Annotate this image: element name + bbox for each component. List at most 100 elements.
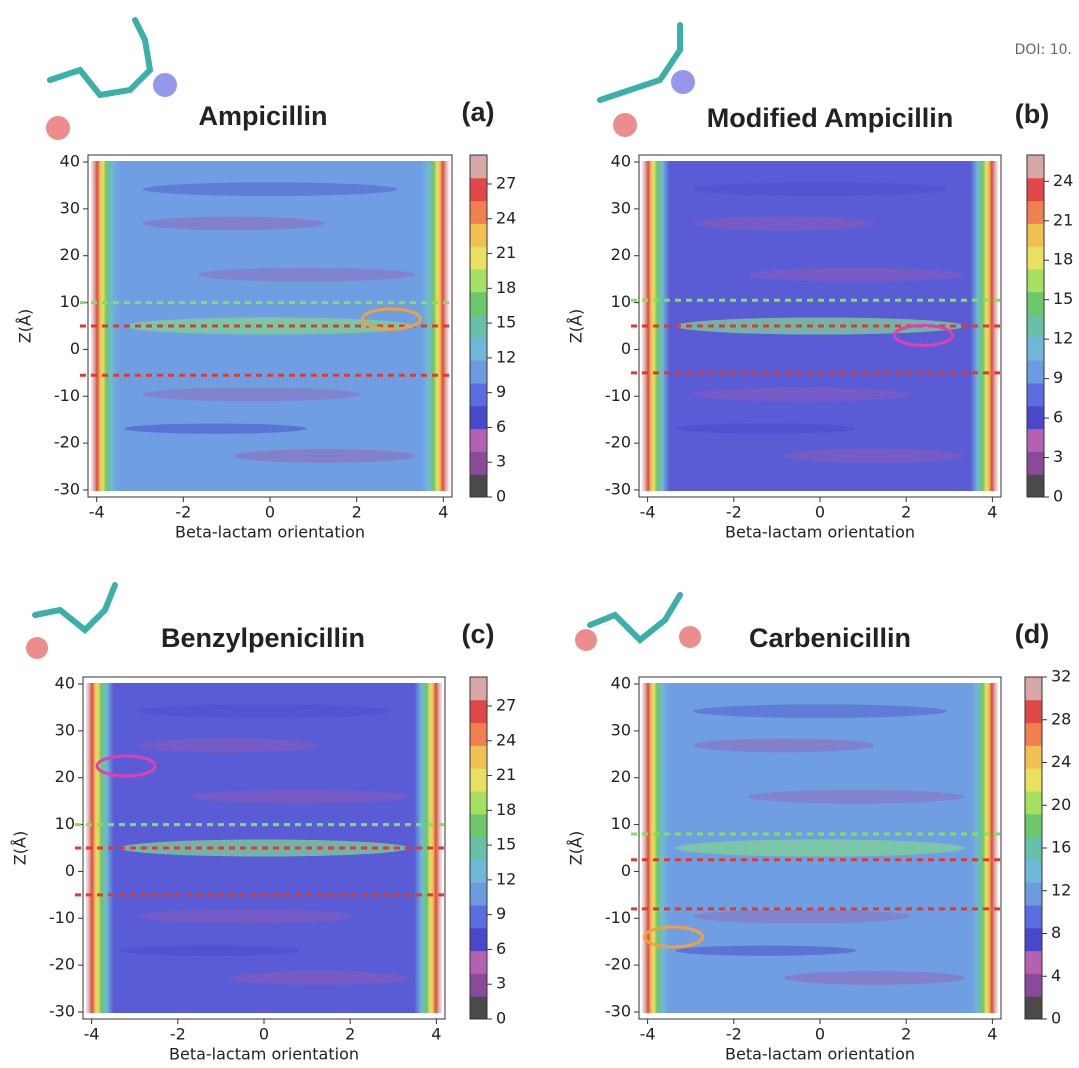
colorbar-segment <box>1027 406 1044 429</box>
contour-blob <box>143 217 325 231</box>
panel-label: (d) <box>1015 619 1049 649</box>
contour-blob <box>693 388 910 402</box>
colorbar-segment <box>1025 837 1042 860</box>
contour-blob <box>143 182 398 196</box>
colorbar-segment <box>470 178 487 201</box>
colorbar-tick-label: 12 <box>496 869 516 888</box>
x-axis-label: Beta-lactam orientation <box>725 523 915 542</box>
contour-blob <box>137 910 354 924</box>
contour-blob <box>197 268 415 282</box>
x-tick-label: 2 <box>352 503 362 522</box>
colorbar-tick-label: 4 <box>1051 966 1061 985</box>
colorbar-tick-label: 24 <box>1051 752 1071 771</box>
colorbar-segment <box>470 768 487 791</box>
colorbar-segment <box>470 973 487 996</box>
colorbar-tick-label: 0 <box>496 1009 506 1028</box>
colorbar-segment <box>470 383 487 406</box>
colorbar-tick-label: 15 <box>1053 289 1073 308</box>
x-tick-label: -4 <box>640 503 656 522</box>
colorbar-segment <box>470 905 487 928</box>
colorbar-segment <box>1027 383 1044 406</box>
x-tick-label: 0 <box>815 1025 825 1044</box>
colorbar-tick-label: 0 <box>496 487 506 506</box>
y-tick-label: 10 <box>55 814 75 833</box>
y-tick-label: 10 <box>611 814 631 833</box>
colorbar-segment <box>470 223 487 246</box>
colorbar-segment <box>1025 973 1042 996</box>
colorbar-tick-label: 21 <box>496 765 516 784</box>
colorbar-segment <box>470 451 487 474</box>
colorbar-segment <box>470 269 487 292</box>
contour-blob <box>119 945 300 955</box>
colorbar-segment <box>470 951 487 974</box>
colorbar-segment <box>470 791 487 814</box>
x-tick-label: 4 <box>438 503 448 522</box>
x-tick-label: 4 <box>987 503 997 522</box>
y-tick-label: 0 <box>70 339 80 358</box>
colorbar-tick-label: 3 <box>496 452 506 471</box>
colorbar-tick-label: 9 <box>1053 368 1063 387</box>
contour-blob <box>784 971 965 985</box>
colorbar-tick-label: 8 <box>1051 923 1061 942</box>
colorbar-tick-label: 3 <box>496 974 506 993</box>
colorbar-tick-label: 16 <box>1051 838 1071 857</box>
colorbar-segment <box>470 859 487 882</box>
colorbar-segment <box>470 315 487 338</box>
colorbar-segment <box>1027 269 1044 292</box>
colorbar-segment <box>1027 315 1044 338</box>
y-tick-label: 20 <box>60 245 80 264</box>
colorbar-segment <box>470 745 487 768</box>
contour-blob <box>143 388 361 402</box>
contour-blob <box>693 182 946 196</box>
y-tick-label: 0 <box>621 861 631 880</box>
contour-blob <box>693 704 946 718</box>
colorbar-segment <box>1027 337 1044 360</box>
y-tick-label: -20 <box>49 955 75 974</box>
colorbar-segment <box>1025 951 1042 974</box>
y-tick-label: -20 <box>54 433 80 452</box>
colorbar-segment <box>470 723 487 746</box>
contour-blob <box>234 449 416 463</box>
y-axis-label: Z(Å) <box>16 309 35 343</box>
y-tick-label: -30 <box>605 479 631 498</box>
x-tick-label: -4 <box>640 1025 656 1044</box>
colorbar-segment <box>1027 201 1044 224</box>
colorbar-segment <box>1025 723 1042 746</box>
y-tick-label: 40 <box>611 152 631 171</box>
y-tick-label: 20 <box>55 767 75 786</box>
x-tick-label: 0 <box>815 503 825 522</box>
contour-blob <box>748 268 965 282</box>
colorbar-tick-label: 6 <box>1053 408 1063 427</box>
y-axis-label: Z(Å) <box>567 309 586 343</box>
colorbar-segment <box>470 882 487 905</box>
colorbar-segment <box>470 201 487 224</box>
figure: DOI: 10. Ampicillin(a)-4-2024-30-20-1001… <box>0 0 1079 1068</box>
colorbar-tick-label: 6 <box>496 417 506 436</box>
y-tick-label: 20 <box>611 767 631 786</box>
colorbar-segment <box>470 155 487 178</box>
x-tick-label: 2 <box>901 1025 911 1044</box>
panel-label: (a) <box>462 97 495 127</box>
y-tick-label: -10 <box>49 908 75 927</box>
colorbar-segment <box>470 996 487 1019</box>
y-tick-label: 30 <box>611 198 631 217</box>
colorbar-segment <box>1025 996 1042 1019</box>
x-tick-label: 2 <box>901 503 911 522</box>
colorbar-segment <box>1025 859 1042 882</box>
y-tick-label: -20 <box>605 955 631 974</box>
y-tick-label: -30 <box>605 1001 631 1020</box>
colorbar-tick-label: 32 <box>1051 667 1071 686</box>
y-tick-label: 0 <box>65 861 75 880</box>
contour-blob <box>693 217 874 231</box>
chart-title: Modified Ampicillin <box>707 103 954 133</box>
x-tick-label: 4 <box>987 1025 997 1044</box>
colorbar-tick-label: 27 <box>496 695 516 714</box>
chart-title: Benzylpenicillin <box>161 623 365 653</box>
colorbar-tick-label: 20 <box>1051 795 1071 814</box>
colorbar-tick-label: 6 <box>496 939 506 958</box>
y-tick-label: 0 <box>621 339 631 358</box>
colorbar-segment <box>1025 814 1042 837</box>
colorbar-segment <box>1025 905 1042 928</box>
colorbar-segment <box>470 677 487 700</box>
colorbar-segment <box>1025 700 1042 723</box>
